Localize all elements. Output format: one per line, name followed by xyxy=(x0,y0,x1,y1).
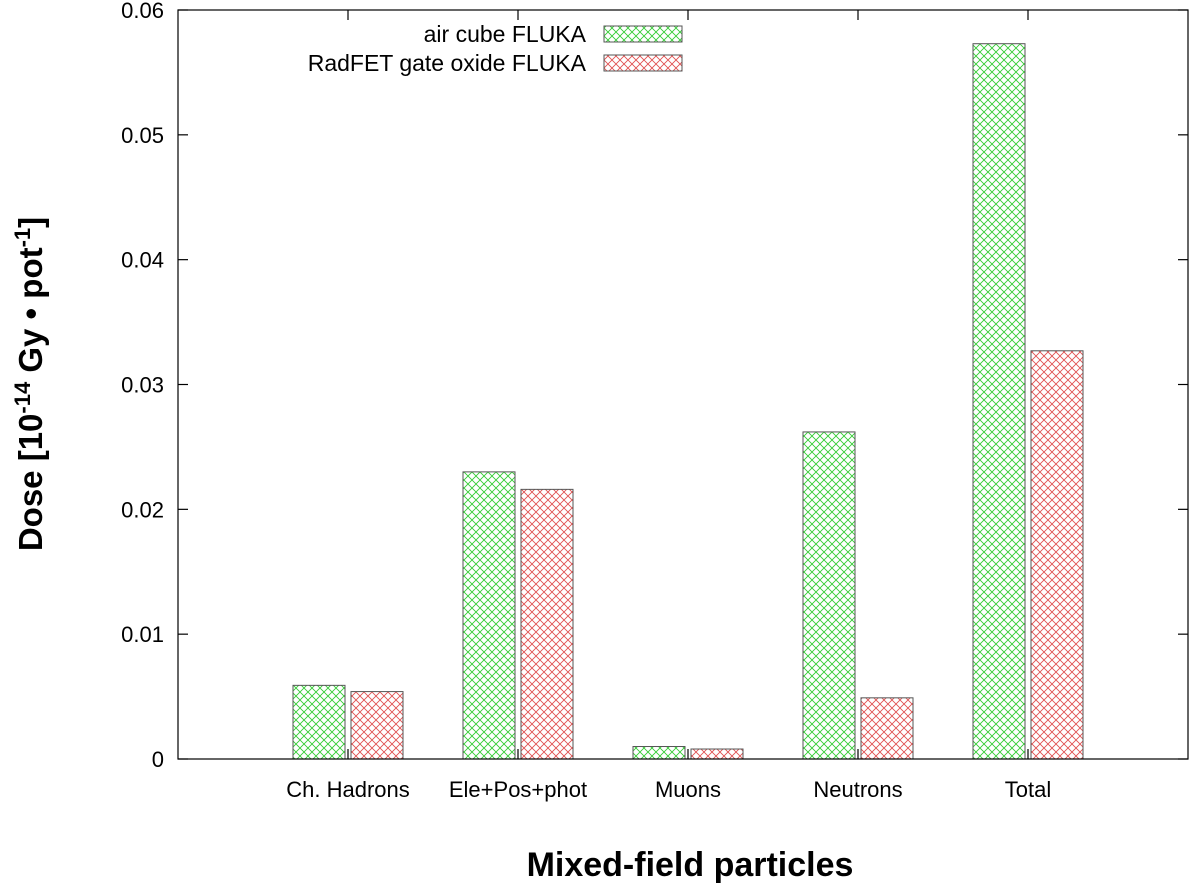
ticks-layer: 0 0.01 0.02 0.03 0.04 0.05 0.06 Ch. Hadrons Ele+… xyxy=(121,0,1188,802)
bar-radfet xyxy=(690,748,744,760)
bar xyxy=(462,471,516,760)
y-axis-title-prefix: Dose [10 xyxy=(12,414,49,552)
y-axis-title-exp1: -14 xyxy=(10,381,35,414)
legend-label: RadFET gate oxide FLUKA xyxy=(308,50,587,76)
bar xyxy=(292,684,346,760)
y-axis-title-exp2: -1 xyxy=(10,228,35,248)
y-axis-title: Dose [10-14 Gy • pot-1] xyxy=(10,217,50,551)
bar-radfet xyxy=(520,488,574,760)
bar xyxy=(802,431,856,760)
y-axis-title-middle: Gy • pot xyxy=(12,247,49,381)
x-tick-label: Muons xyxy=(655,777,721,802)
legend: air cube FLUKA RadFET gate oxide FLUKA xyxy=(308,21,683,76)
y-tick-label: 0.06 xyxy=(121,0,164,23)
y-tick-label: 0.03 xyxy=(121,373,164,398)
bar-air-cube xyxy=(632,746,686,760)
bar xyxy=(350,691,404,760)
x-tick-label: Neutrons xyxy=(813,777,902,802)
bar xyxy=(690,748,744,760)
y-tick-label: 0.05 xyxy=(121,123,164,148)
legend-label: air cube FLUKA xyxy=(424,21,587,47)
legend-swatch xyxy=(603,54,683,72)
bar xyxy=(860,697,914,760)
bar xyxy=(1030,350,1084,760)
bar xyxy=(632,746,686,760)
bar-radfet xyxy=(350,691,404,760)
x-axis-title: Mixed-field particles xyxy=(527,846,854,884)
x-tick-label: Total xyxy=(1005,777,1051,802)
bar xyxy=(972,43,1026,760)
x-tick-label: Ele+Pos+phot xyxy=(449,777,587,802)
bar-air-cube xyxy=(292,684,346,760)
y-tick-label: 0.04 xyxy=(121,248,164,273)
plot-frame xyxy=(177,9,1189,760)
y-tick-label: 0.02 xyxy=(121,497,164,522)
x-tick-label: Ch. Hadrons xyxy=(286,777,410,802)
y-tick-label: 0 xyxy=(152,747,164,772)
bar-air-cube xyxy=(462,471,516,760)
bar-air-cube xyxy=(802,431,856,760)
bar-air-cube xyxy=(972,43,1026,760)
bar-radfet xyxy=(1030,350,1084,760)
legend-swatch xyxy=(603,25,683,43)
bars-layer xyxy=(292,43,1084,760)
bar xyxy=(520,488,574,760)
bar-radfet xyxy=(860,697,914,760)
y-tick-label: 0.01 xyxy=(121,622,164,647)
y-axis-title-suffix: ] xyxy=(12,217,49,228)
